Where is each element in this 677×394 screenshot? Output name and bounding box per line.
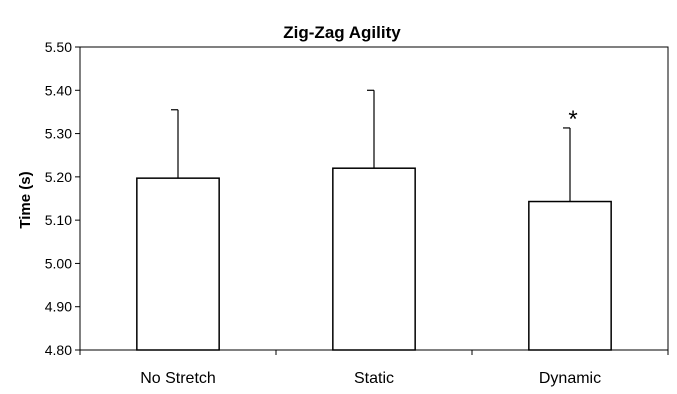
y-tick-label: 4.90: [45, 299, 72, 315]
x-tick-label: No Stretch: [140, 370, 216, 387]
chart-title: Zig-Zag Agility: [283, 23, 401, 42]
y-tick-label: 5.00: [45, 255, 72, 271]
y-axis-label: Time (s): [17, 171, 34, 228]
bar: [136, 177, 220, 351]
significance-marker: *: [568, 106, 577, 133]
y-tick-label: 5.50: [45, 39, 72, 55]
y-tick-label: 5.20: [45, 169, 72, 185]
plot-area: 4.80 4.90 5.00 5.10 5.20 5.30 5.40 5.50 No Stret…: [45, 39, 669, 387]
y-tick-label: 5.10: [45, 212, 72, 228]
bar: [528, 200, 612, 351]
bar: [332, 167, 416, 351]
y-tick-label: 5.30: [45, 126, 72, 142]
x-tick-label: Dynamic: [539, 370, 601, 387]
y-tick-label: 4.80: [45, 342, 72, 358]
x-tick-label: Static: [354, 370, 394, 387]
y-tick-label: 5.40: [45, 82, 72, 98]
